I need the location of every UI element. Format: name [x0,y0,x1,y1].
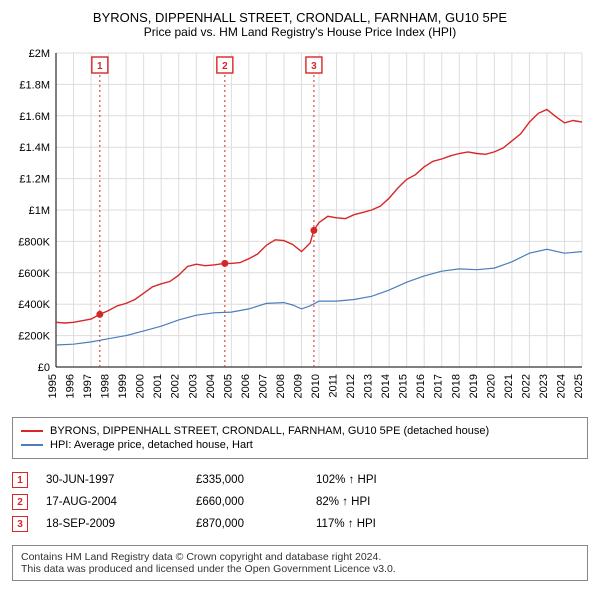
chart-title: BYRONS, DIPPENHALL STREET, CRONDALL, FAR… [12,10,588,25]
event-row: 2 17-AUG-2004£660,00082% ↑ HPI [12,491,588,513]
svg-text:£1.4M: £1.4M [19,142,50,154]
svg-text:2010: 2010 [310,374,322,398]
footer-line-1: Contains HM Land Registry data © Crown c… [21,551,579,563]
svg-text:2001: 2001 [152,374,164,398]
chart-container: BYRONS, DIPPENHALL STREET, CRONDALL, FAR… [0,0,600,591]
svg-text:2015: 2015 [398,374,410,398]
svg-text:£0: £0 [38,362,50,374]
svg-text:2013: 2013 [363,374,375,398]
svg-text:2018: 2018 [450,374,462,398]
svg-text:2021: 2021 [503,374,515,398]
footer-line-2: This data was produced and licensed unde… [21,563,579,575]
svg-text:2004: 2004 [205,374,217,398]
svg-text:2017: 2017 [433,374,445,398]
svg-text:1998: 1998 [100,374,112,398]
legend-swatch [21,430,43,432]
svg-text:1996: 1996 [65,374,77,398]
svg-text:2016: 2016 [415,374,427,398]
event-marker: 1 [12,472,28,488]
event-row: 3 18-SEP-2009£870,000117% ↑ HPI [12,513,588,535]
svg-text:£600K: £600K [18,268,50,280]
svg-text:2022: 2022 [520,374,532,398]
svg-text:2011: 2011 [328,374,340,398]
svg-text:£1.8M: £1.8M [19,79,50,91]
event-marker: 2 [12,494,28,510]
svg-text:2009: 2009 [292,374,304,398]
svg-text:2006: 2006 [240,374,252,398]
event-date: 17-AUG-2004 [46,496,196,508]
svg-text:2014: 2014 [380,374,392,398]
chart-plot: £0 £200K £400K £600K £800K £1M £1.2M £1.4M £1.6M… [12,47,588,407]
svg-text:1999: 1999 [117,374,129,398]
legend-row: BYRONS, DIPPENHALL STREET, CRONDALL, FAR… [21,425,579,437]
svg-text:2007: 2007 [257,374,269,398]
legend-label: HPI: Average price, detached house, Hart [50,439,253,451]
svg-text:2005: 2005 [222,374,234,398]
chart-subtitle: Price paid vs. HM Land Registry's House … [12,25,588,39]
svg-text:3: 3 [311,61,317,72]
event-price: £335,000 [196,474,316,486]
svg-text:2023: 2023 [538,374,550,398]
svg-text:1997: 1997 [82,374,94,398]
event-date: 30-JUN-1997 [46,474,196,486]
event-price: £660,000 [196,496,316,508]
svg-text:2020: 2020 [485,374,497,398]
legend-swatch [21,444,43,446]
svg-text:2: 2 [222,61,228,72]
svg-text:£2M: £2M [29,48,50,60]
svg-text:2008: 2008 [275,374,287,398]
svg-text:1995: 1995 [47,374,59,398]
footer-box: Contains HM Land Registry data © Crown c… [12,545,588,581]
chart-svg: £0 £200K £400K £600K £800K £1M £1.2M £1.4M £1.6M… [12,47,588,407]
svg-text:2019: 2019 [468,374,480,398]
svg-text:2025: 2025 [573,374,585,398]
legend-label: BYRONS, DIPPENHALL STREET, CRONDALL, FAR… [50,425,489,437]
svg-text:2012: 2012 [345,374,357,398]
svg-text:£800K: £800K [18,236,50,248]
svg-text:2024: 2024 [555,374,567,398]
legend-row: HPI: Average price, detached house, Hart [21,439,579,451]
event-row: 1 30-JUN-1997£335,000102% ↑ HPI [12,469,588,491]
event-pct: 82% ↑ HPI [316,496,370,508]
legend-box: BYRONS, DIPPENHALL STREET, CRONDALL, FAR… [12,417,588,459]
svg-text:£1M: £1M [29,205,50,217]
svg-text:£1.2M: £1.2M [19,174,50,186]
svg-text:2002: 2002 [170,374,182,398]
events-table: 1 30-JUN-1997£335,000102% ↑ HPI 2 17-AUG-20… [12,469,588,535]
event-price: £870,000 [196,518,316,530]
event-pct: 117% ↑ HPI [316,518,376,530]
svg-text:£200K: £200K [18,331,50,343]
event-date: 18-SEP-2009 [46,518,196,530]
event-marker: 3 [12,516,28,532]
svg-text:1: 1 [97,61,103,72]
event-pct: 102% ↑ HPI [316,474,377,486]
svg-text:2003: 2003 [187,374,199,398]
svg-text:£400K: £400K [18,299,50,311]
svg-text:£1.6M: £1.6M [19,111,50,123]
svg-text:2000: 2000 [135,374,147,398]
